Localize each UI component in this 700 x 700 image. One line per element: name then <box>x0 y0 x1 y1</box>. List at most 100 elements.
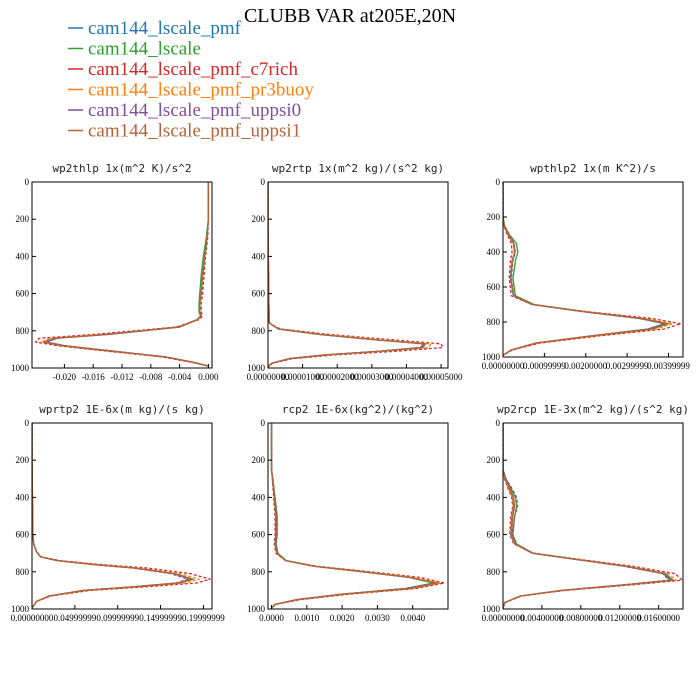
y-tick-label: 1000 <box>482 604 501 614</box>
y-tick-label: 800 <box>252 326 266 336</box>
y-tick-label: 0 <box>496 418 501 428</box>
panel-title: wp2rtp 1x(m^2 kg)/(s^2 kg) <box>272 162 444 175</box>
panel-title: wp2rcp 1E-3x(m^2 kg)/(s^2 kg) <box>497 403 689 416</box>
series-line <box>270 423 446 609</box>
plot-frame <box>502 422 684 610</box>
x-tick-label: 0.00000000 <box>11 613 54 623</box>
y-tick-label: 0 <box>261 177 266 187</box>
y-tick-label: 600 <box>252 289 266 299</box>
y-tick-label: 800 <box>487 567 501 577</box>
x-tick-label: 0.00005000 <box>420 372 463 382</box>
series-line <box>268 182 444 368</box>
y-tick-label: 800 <box>487 317 501 327</box>
panels: wp2thlp 1x(m^2 K)/s^2 0 200 400 600 800 1000 -0… <box>11 162 691 623</box>
x-tick-label: 0.00200000 <box>564 361 607 371</box>
x-tick-label: 0.04999999 <box>53 613 96 623</box>
panel-title: wp2thlp 1x(m^2 K)/s^2 <box>52 162 191 175</box>
series-line <box>503 423 674 609</box>
legend-label: cam144_lscale_pmf_pr3buoy <box>88 80 314 101</box>
panel-2: wp2rtp 1x(m^2 kg)/(s^2 kg) 0 200 400 600 800 1… <box>247 162 463 382</box>
y-tick-label: 1000 <box>482 352 501 362</box>
y-tick-label: 0 <box>25 177 30 187</box>
series-line <box>268 182 427 368</box>
y-tick-label: 400 <box>252 492 266 502</box>
series-line <box>503 182 666 356</box>
plot-frame <box>267 422 449 610</box>
x-tick-label: 0.0020 <box>330 613 355 623</box>
y-tick-label: 0 <box>25 418 30 428</box>
legend-entry: cam144_lscale_pmf_uppsi0 <box>68 100 301 121</box>
legend-entry: cam144_lscale <box>68 39 201 60</box>
x-tick-label: 0.0010 <box>294 613 319 623</box>
legend-label: cam144_lscale_pmf <box>88 18 242 39</box>
panel-title: wprtp2 1E-6x(m kg)/(s kg) <box>39 403 205 416</box>
series-line <box>503 423 673 609</box>
x-tick-label: 0.00800000 <box>559 613 602 623</box>
y-tick-label: 0 <box>496 177 501 187</box>
series-line <box>32 423 189 609</box>
panel-5: rcp2 1E-6x(kg^2)/(kg^2) 0 200 400 600 800 1000… <box>247 403 449 623</box>
panel-4: wprtp2 1E-6x(m kg)/(s kg) 0 200 400 600 800 10… <box>11 403 226 623</box>
series-line <box>270 423 437 609</box>
x-tick-label: 0.00400000 <box>521 613 564 623</box>
y-tick-label: 0 <box>261 418 266 428</box>
plot-frame <box>502 181 684 358</box>
series-group <box>503 423 683 609</box>
legend-entry: cam144_lscale_pmf_c7rich <box>68 59 298 80</box>
x-tick-label: 0.00002000 <box>316 372 359 382</box>
y-tick-label: 200 <box>252 455 266 465</box>
legend: cam144_lscale_pmfcam144_lscalecam144_lsc… <box>68 18 314 142</box>
y-tick-label: 1000 <box>247 363 266 373</box>
y-tick-label: 600 <box>16 530 30 540</box>
plot-frame <box>31 181 213 369</box>
series-group <box>268 182 444 368</box>
series-line <box>503 423 683 609</box>
series-line <box>503 423 671 609</box>
series-line <box>45 182 210 367</box>
series-line <box>270 423 439 609</box>
y-tick-label: 1000 <box>11 604 30 614</box>
series-line <box>43 182 210 367</box>
panel-3: wpthlp2 1x(m K^2)/s020040060080010000.00… <box>482 162 691 371</box>
y-tick-label: 1000 <box>11 363 30 373</box>
legend-label: cam144_lscale_pmf_uppsi1 <box>88 121 301 142</box>
series-group <box>34 182 210 367</box>
series-line <box>268 182 432 368</box>
x-tick-label: 0.00099999 <box>523 361 566 371</box>
legend-label: cam144_lscale <box>88 39 201 60</box>
y-tick-label: 200 <box>252 214 266 224</box>
x-tick-label: 0.09999999 <box>96 613 139 623</box>
x-tick-label: 0.00003000 <box>350 372 393 382</box>
series-group <box>32 423 211 609</box>
y-tick-label: 800 <box>16 326 30 336</box>
x-tick-label: -0.004 <box>168 372 192 382</box>
series-line <box>270 423 435 609</box>
series-line <box>268 182 425 368</box>
series-line <box>43 182 210 367</box>
series-line <box>32 423 193 609</box>
plot-frame <box>267 181 449 369</box>
series-line <box>32 423 194 609</box>
series-line <box>503 423 671 609</box>
x-tick-label: 0.0030 <box>365 613 390 623</box>
series-line <box>503 182 682 356</box>
y-tick-label: 400 <box>487 247 501 257</box>
series-line <box>32 423 211 609</box>
y-tick-label: 400 <box>16 251 30 261</box>
x-tick-label: -0.020 <box>53 372 77 382</box>
x-tick-label: 0.00399999 <box>647 361 690 371</box>
y-tick-label: 600 <box>487 282 501 292</box>
y-tick-label: 1000 <box>247 604 266 614</box>
series-line <box>268 182 427 368</box>
x-tick-label: 0.00000000 <box>247 372 290 382</box>
y-tick-label: 200 <box>487 212 501 222</box>
y-tick-label: 800 <box>252 567 266 577</box>
x-tick-label: 0.01600000 <box>637 613 680 623</box>
y-tick-label: 600 <box>252 530 266 540</box>
series-group <box>270 423 446 609</box>
legend-label: cam144_lscale_pmf_uppsi0 <box>88 100 301 121</box>
y-tick-label: 400 <box>487 492 501 502</box>
x-tick-label: -0.008 <box>139 372 163 382</box>
series-line <box>503 182 668 356</box>
